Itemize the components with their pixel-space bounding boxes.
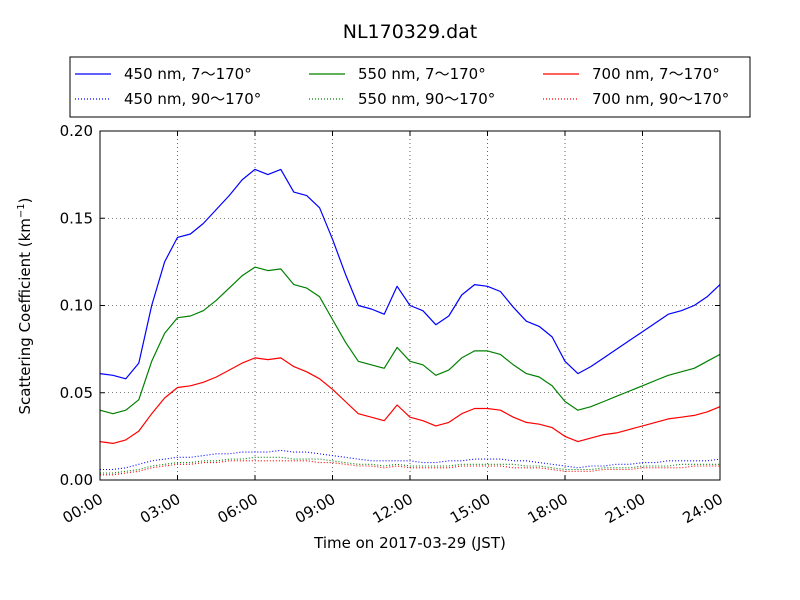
- series-line-3: [100, 456, 720, 474]
- legend-label: 700 nm, 90～170°: [592, 90, 729, 108]
- series-group: [99, 168, 721, 476]
- legend: 450 nm, 7～170° 450 nm, 90～170° 550 nm, 7～1…: [69, 56, 751, 118]
- legend-frame: [69, 56, 751, 118]
- grid: [100, 131, 720, 480]
- legend-label: 550 nm, 90～170°: [358, 90, 495, 108]
- series-line-0: [99, 168, 721, 380]
- series-line-1: [100, 449, 721, 471]
- chart-title: NL170329.dat: [343, 21, 478, 43]
- y-axis-label-main: Scattering Coefficient (km: [16, 218, 34, 414]
- legend-label: 450 nm, 7～170°: [124, 65, 252, 83]
- y-axis-label-sup: −1: [16, 203, 27, 218]
- y-tick-label: 0.00: [60, 471, 93, 489]
- y-axis-label: Scattering Coefficient (km−1): [16, 197, 34, 414]
- y-tick-label: 0.20: [60, 122, 93, 140]
- series-line-2: [99, 266, 721, 415]
- legend-label: 450 nm, 90～170°: [124, 90, 261, 108]
- y-tick-label: 0.15: [60, 209, 93, 227]
- series-line-5: [100, 460, 720, 476]
- legend-label: 550 nm, 7～170°: [358, 65, 486, 83]
- series-line-4: [99, 357, 721, 444]
- y-axis-label-close: ): [16, 197, 34, 203]
- y-tick-label: 0.05: [60, 384, 93, 402]
- x-axis-label: Time on 2017-03-29 (JST): [313, 534, 506, 552]
- legend-label: 700 nm, 7～170°: [592, 65, 720, 83]
- y-tick-label: 0.10: [60, 297, 93, 315]
